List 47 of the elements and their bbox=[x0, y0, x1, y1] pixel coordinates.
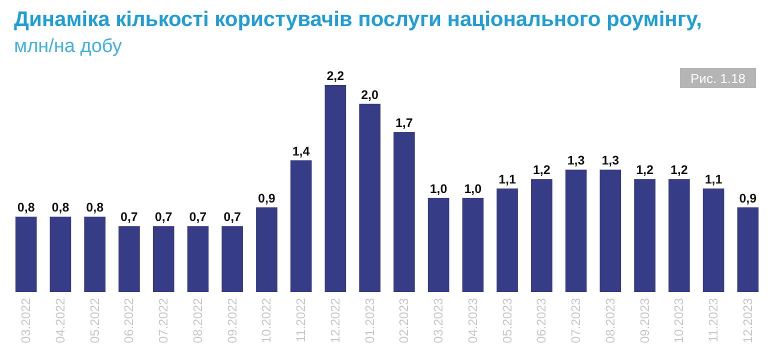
data-label: 1,3 bbox=[602, 154, 620, 168]
data-label: 1,1 bbox=[704, 172, 722, 186]
data-label: 1,3 bbox=[567, 154, 585, 168]
bar bbox=[50, 216, 72, 292]
bar bbox=[531, 179, 552, 292]
bar bbox=[600, 170, 622, 292]
data-label: 0,7 bbox=[154, 210, 172, 224]
bar bbox=[496, 188, 518, 292]
data-label: 1,2 bbox=[670, 163, 688, 178]
bar bbox=[84, 216, 106, 292]
bar bbox=[428, 198, 450, 292]
data-label: 1,1 bbox=[498, 172, 516, 186]
data-label: 1,2 bbox=[636, 163, 654, 178]
bar bbox=[359, 104, 380, 292]
data-label: 0,8 bbox=[17, 200, 35, 215]
bar bbox=[152, 226, 174, 292]
data-label: 0,8 bbox=[52, 200, 70, 215]
bar bbox=[565, 170, 587, 292]
chart-subtitle: млн/на добу bbox=[14, 36, 122, 57]
bar bbox=[634, 179, 656, 292]
bar bbox=[737, 207, 759, 292]
data-label: 1,7 bbox=[395, 116, 413, 130]
data-label: 0,8 bbox=[86, 200, 104, 215]
annotation: Рис. 1.18 bbox=[690, 71, 746, 86]
chart-title: Динаміка кількості користувачів послуги національного роумінгу, bbox=[14, 8, 702, 31]
bar bbox=[256, 207, 278, 292]
bar bbox=[187, 226, 209, 292]
data-label: 0,7 bbox=[189, 210, 207, 224]
data-label: 1,4 bbox=[292, 144, 310, 158]
bar bbox=[324, 85, 346, 292]
bar bbox=[15, 216, 37, 292]
data-label: 0,7 bbox=[120, 210, 138, 224]
data-label: 0,9 bbox=[739, 191, 757, 206]
bar bbox=[118, 226, 140, 292]
data-label: 2,2 bbox=[326, 69, 344, 83]
data-label: 1,2 bbox=[532, 163, 550, 178]
data-label: 0,9 bbox=[258, 191, 276, 206]
data-label: 1,0 bbox=[464, 182, 482, 196]
bar bbox=[394, 132, 415, 292]
data-label: 2,0 bbox=[361, 88, 379, 102]
bar bbox=[222, 226, 243, 292]
bar bbox=[290, 160, 312, 292]
bar bbox=[462, 198, 484, 292]
data-label: 0,7 bbox=[224, 210, 242, 224]
bar bbox=[702, 188, 724, 292]
bar bbox=[668, 179, 690, 292]
data-label: 1,0 bbox=[430, 182, 448, 196]
